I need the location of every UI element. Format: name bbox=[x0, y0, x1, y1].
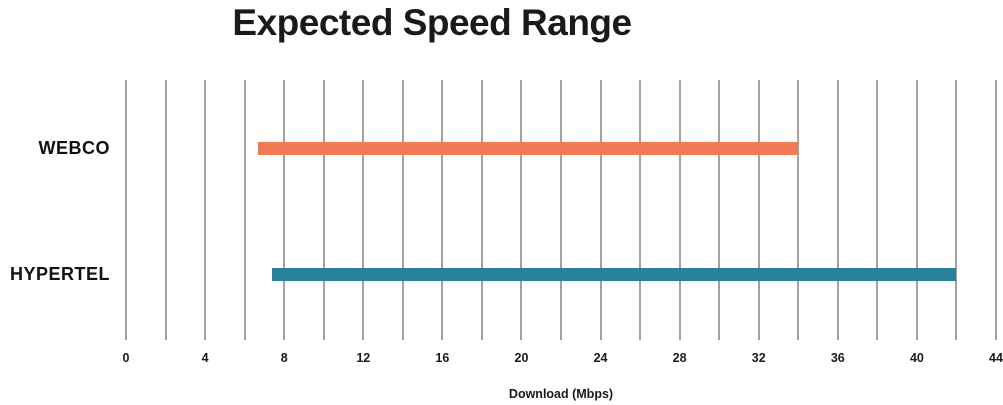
gridline bbox=[164, 80, 167, 340]
gridline bbox=[520, 80, 523, 340]
gridline bbox=[876, 80, 879, 340]
gridline bbox=[322, 80, 325, 340]
gridline bbox=[599, 80, 602, 340]
x-tick-label: 44 bbox=[989, 351, 1003, 365]
gridline bbox=[757, 80, 760, 340]
gridline bbox=[283, 80, 286, 340]
x-tick-label: 0 bbox=[122, 351, 130, 365]
gridline bbox=[243, 80, 246, 340]
gridline bbox=[441, 80, 444, 340]
x-tick-label: 20 bbox=[514, 351, 529, 365]
x-axis-label: Download (Mbps) bbox=[508, 387, 614, 401]
gridline bbox=[204, 80, 207, 340]
gridline bbox=[915, 80, 918, 340]
x-tick-label: 28 bbox=[672, 351, 687, 365]
x-tick-label: 24 bbox=[593, 351, 608, 365]
x-tick-label: 32 bbox=[751, 351, 766, 365]
gridline bbox=[995, 80, 997, 340]
category-label-webco: WEBCO bbox=[38, 138, 110, 158]
x-tick-label: 8 bbox=[280, 351, 288, 365]
gridline bbox=[401, 80, 404, 340]
gridline bbox=[718, 80, 721, 340]
range-bar-webco bbox=[258, 141, 799, 155]
gridline bbox=[362, 80, 365, 340]
chart-title: Expected Speed Range bbox=[232, 2, 632, 43]
x-tick-label: 4 bbox=[201, 351, 209, 365]
gridline bbox=[678, 80, 681, 340]
gridline bbox=[125, 80, 127, 340]
x-tick-label: 40 bbox=[909, 351, 924, 365]
gridline bbox=[480, 80, 483, 340]
x-tick-label: 16 bbox=[435, 351, 450, 365]
x-tick-label: 12 bbox=[356, 351, 371, 365]
range-bar-hypertel bbox=[272, 267, 957, 281]
gridline bbox=[639, 80, 642, 340]
gridline bbox=[797, 80, 800, 340]
gridline bbox=[955, 80, 958, 340]
gridline bbox=[560, 80, 562, 340]
category-label-hypertel: HYPERTEL bbox=[9, 264, 110, 284]
gridline bbox=[836, 80, 839, 340]
x-tick-label: 36 bbox=[830, 351, 845, 365]
